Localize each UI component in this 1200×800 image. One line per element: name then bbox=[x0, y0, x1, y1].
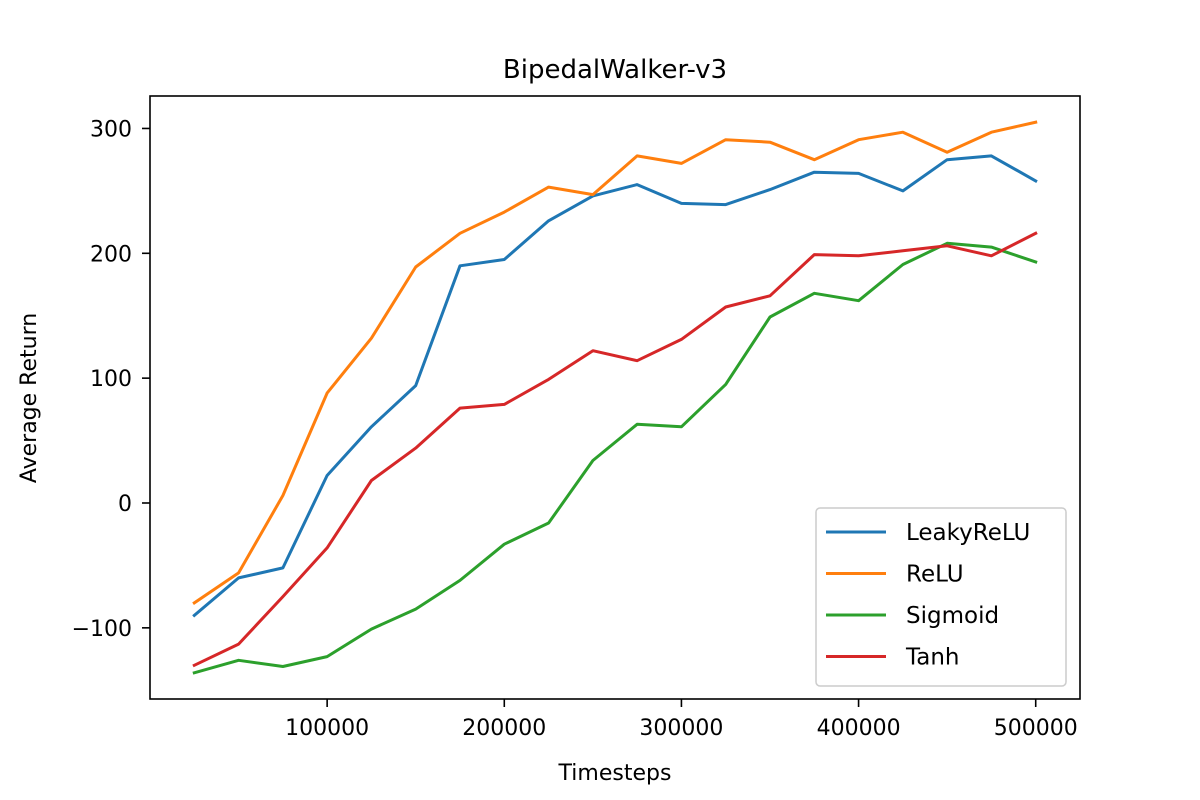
plot-frame bbox=[149, 95, 1081, 700]
y-tick-label: 0 bbox=[118, 492, 132, 517]
series-line-relu bbox=[192, 120, 1038, 605]
x-tick-label: 500000 bbox=[994, 716, 1078, 741]
x-tick-label: 100000 bbox=[285, 716, 369, 741]
series-line-leakyrelu bbox=[192, 154, 1038, 618]
y-axis-label: Average Return bbox=[17, 313, 42, 483]
legend-label-tanh: Tanh bbox=[905, 645, 960, 671]
x-axis-label: Timesteps bbox=[558, 761, 672, 786]
series-layer bbox=[192, 120, 1038, 675]
legend-label-sigmoid: Sigmoid bbox=[906, 603, 999, 629]
y-tick-label: 300 bbox=[90, 117, 132, 142]
x-tick-label: 300000 bbox=[639, 716, 723, 741]
legend-label-relu: ReLU bbox=[906, 562, 964, 588]
x-tick-label: 200000 bbox=[462, 716, 546, 741]
y-tick-label: 100 bbox=[90, 367, 132, 392]
y-tick-label: −100 bbox=[72, 617, 132, 642]
legend: LeakyReLU ReLU Sigmoid Tanh bbox=[815, 507, 1067, 687]
series-line-tanh bbox=[192, 231, 1038, 668]
y-axis-ticks: −100 0 100 200 300 bbox=[72, 117, 150, 642]
legend-box bbox=[815, 507, 1067, 687]
y-tick-label: 200 bbox=[90, 242, 132, 267]
chart-title: BipedalWalker-v3 bbox=[503, 55, 727, 85]
x-tick-label: 400000 bbox=[817, 716, 901, 741]
x-axis-ticks: 100000 200000 300000 400000 500000 bbox=[285, 699, 1078, 741]
series-line-sigmoid bbox=[192, 241, 1038, 675]
legend-label-leakyrelu: LeakyReLU bbox=[906, 520, 1030, 546]
